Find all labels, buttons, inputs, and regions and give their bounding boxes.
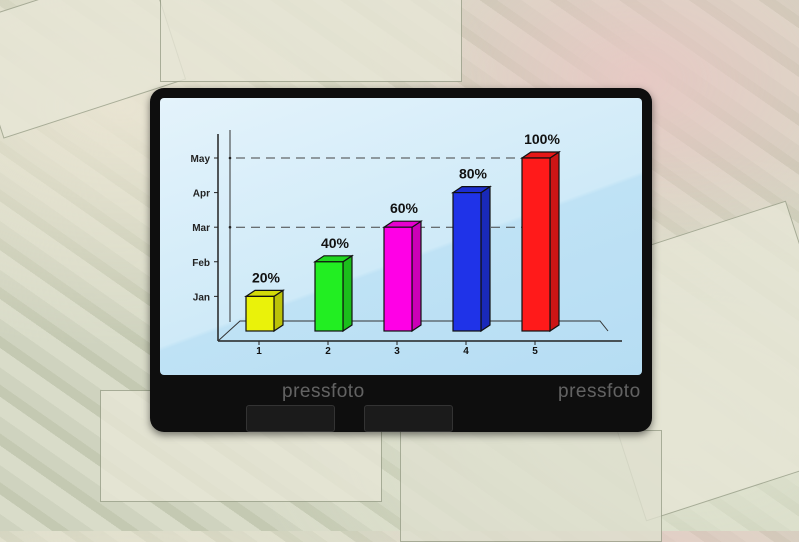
x-tick-label: 3 bbox=[394, 346, 400, 357]
bar-side bbox=[480, 185, 491, 333]
bar-side bbox=[549, 150, 560, 333]
y-tick-label: Apr bbox=[193, 189, 210, 200]
reference-dot bbox=[228, 225, 232, 229]
x-tick-label: 2 bbox=[325, 346, 331, 357]
y-tick-label: Mar bbox=[192, 223, 210, 234]
bar bbox=[521, 157, 551, 332]
bar-side bbox=[273, 289, 284, 333]
bar-side bbox=[411, 220, 422, 333]
bar-side bbox=[342, 254, 353, 333]
banknote bbox=[160, 0, 462, 82]
data-label: 20% bbox=[252, 269, 281, 285]
x-tick-label: 4 bbox=[463, 346, 469, 357]
tablet-device: Jan Feb Mar Apr May 20% 1 40% 2 60% 3 80% 4 100% 5 bbox=[150, 88, 652, 432]
data-label: 100% bbox=[524, 131, 560, 147]
y-tick-label: May bbox=[191, 154, 211, 165]
data-label: 60% bbox=[390, 200, 419, 216]
bar bbox=[245, 295, 275, 332]
bar bbox=[314, 261, 344, 332]
bar bbox=[452, 191, 482, 332]
tablet-screen: Jan Feb Mar Apr May 20% 1 40% 2 60% 3 80% 4 100% 5 bbox=[160, 98, 642, 375]
data-label: 80% bbox=[459, 166, 488, 182]
bar bbox=[383, 226, 413, 332]
data-label: 40% bbox=[321, 235, 350, 251]
hardware-button-left[interactable] bbox=[246, 405, 335, 432]
y-tick-label: Jan bbox=[193, 292, 210, 303]
x-tick-label: 5 bbox=[532, 346, 538, 357]
hardware-button-right[interactable] bbox=[364, 405, 453, 432]
reference-dot bbox=[228, 156, 232, 160]
x-tick-label: 1 bbox=[256, 346, 262, 357]
banknote bbox=[400, 430, 662, 542]
watermark: pressfoto bbox=[282, 381, 365, 402]
y-tick-label: Feb bbox=[192, 258, 210, 269]
watermark: pressfoto bbox=[558, 381, 641, 402]
bar-chart: Jan Feb Mar Apr May 20% 1 40% 2 60% 3 80% 4 100% 5 bbox=[191, 130, 622, 357]
